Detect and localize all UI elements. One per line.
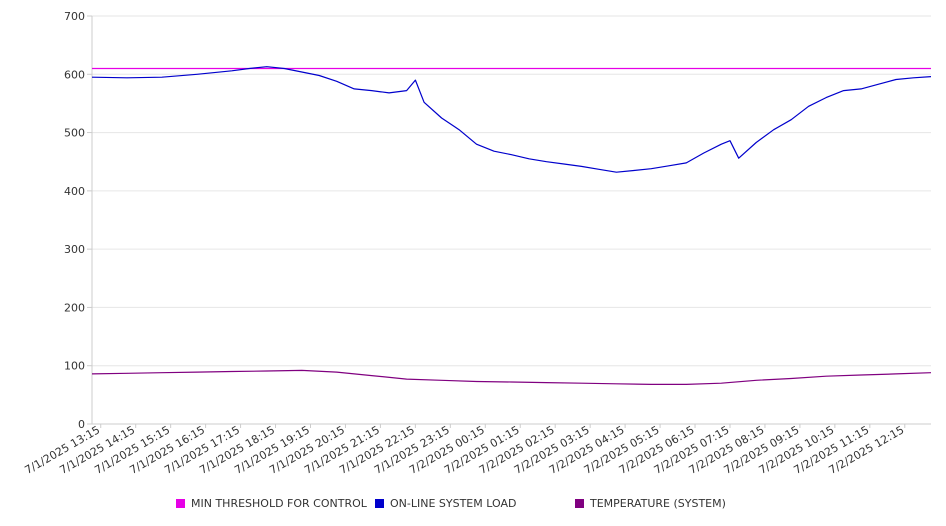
series-line-system-load xyxy=(91,66,932,173)
legend-swatch-temperature xyxy=(575,499,584,508)
legend-swatch-threshold xyxy=(176,499,185,508)
legend-label-system-load: ON-LINE SYSTEM LOAD xyxy=(390,497,517,510)
y-tick-label: 400 xyxy=(64,185,85,198)
legend-label-threshold: MIN THRESHOLD FOR CONTROL xyxy=(191,497,367,510)
y-tick-label: 300 xyxy=(64,243,85,256)
series-line-temperature xyxy=(91,369,932,385)
legend-item-system-load[interactable]: ON-LINE SYSTEM LOAD xyxy=(375,497,516,510)
gridlines xyxy=(92,15,931,367)
legend-item-temperature[interactable]: TEMPERATURE (SYSTEM) xyxy=(575,497,726,510)
axes xyxy=(91,16,931,425)
y-tick-label: 200 xyxy=(64,301,85,314)
y-tick-label: 600 xyxy=(64,68,85,81)
y-tick-label: 0 xyxy=(78,418,85,431)
y-tick-label: 500 xyxy=(64,127,85,140)
x-axis-ticks: 7/1/2025 13:157/1/2025 14:157/1/2025 15:… xyxy=(22,423,906,477)
y-tick-label: 700 xyxy=(64,10,85,23)
y-tick-label: 100 xyxy=(64,360,85,373)
legend-item-threshold[interactable]: MIN THRESHOLD FOR CONTROL xyxy=(176,497,367,510)
legend: MIN THRESHOLD FOR CONTROL ON-LINE SYSTEM… xyxy=(0,497,946,515)
legend-swatch-system-load xyxy=(375,499,384,508)
series-lines xyxy=(91,66,932,385)
legend-label-temperature: TEMPERATURE (SYSTEM) xyxy=(590,497,726,510)
y-axis-ticks: 0 100 200 300 400 500 600 700 xyxy=(64,10,92,431)
